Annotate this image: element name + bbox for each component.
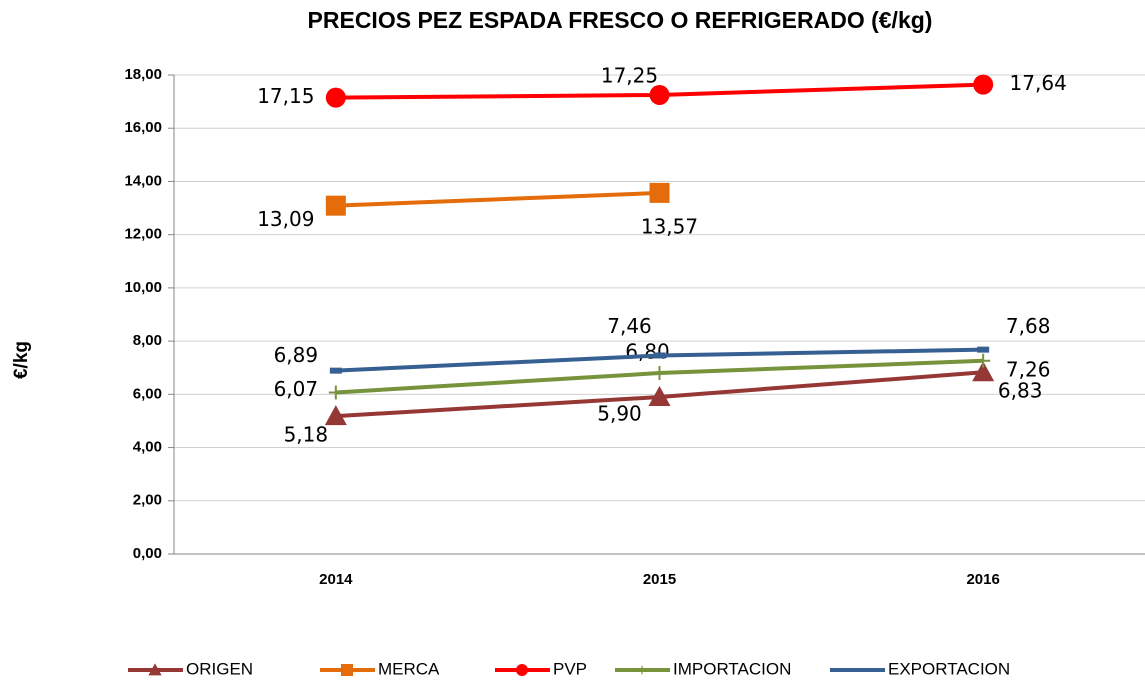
value-label: 5,18 bbox=[284, 423, 329, 447]
y-tick-label: 10,00 bbox=[124, 279, 162, 296]
y-tick-label: 16,00 bbox=[124, 119, 162, 136]
legend-label: PVP bbox=[553, 659, 587, 678]
series: 5,18 5,90 6,83 bbox=[284, 361, 1043, 447]
marker bbox=[516, 664, 528, 676]
legend-item: PVP bbox=[495, 659, 587, 678]
chart-title: PRECIOS PEZ ESPADA FRESCO O REFRIGERADO … bbox=[308, 7, 933, 33]
x-tick-label: 2014 bbox=[319, 571, 353, 588]
legend-label: MERCA bbox=[378, 659, 440, 678]
value-label: 17,64 bbox=[1010, 71, 1067, 95]
marker bbox=[972, 361, 995, 382]
value-label: 6,83 bbox=[998, 379, 1043, 403]
x-tick-label: 2015 bbox=[643, 571, 676, 588]
y-tick-label: 18,00 bbox=[124, 66, 162, 83]
marker bbox=[325, 195, 346, 216]
value-label: 17,25 bbox=[601, 63, 658, 87]
legend-item: ORIGEN bbox=[128, 659, 253, 678]
marker bbox=[649, 182, 670, 203]
marker bbox=[325, 87, 346, 108]
series: 6,07 6,80 7,26 bbox=[274, 340, 1051, 401]
value-label: 7,26 bbox=[1006, 357, 1051, 381]
legend-item: MERCA bbox=[320, 659, 440, 678]
legend-label: EXPORTACION bbox=[888, 659, 1010, 678]
series: 17,15 17,25 17,64 bbox=[257, 63, 1067, 108]
marker bbox=[324, 405, 347, 426]
y-tick-label: 6,00 bbox=[133, 385, 162, 402]
value-label: 13,09 bbox=[257, 207, 314, 231]
series: 13,09 13,57 bbox=[257, 182, 698, 238]
y-tick-label: 4,00 bbox=[133, 439, 162, 456]
value-label: 6,80 bbox=[625, 340, 670, 364]
value-label: 17,15 bbox=[257, 84, 314, 108]
value-label: 7,68 bbox=[1006, 314, 1051, 338]
y-tick-label: 12,00 bbox=[124, 226, 162, 243]
value-label: 13,57 bbox=[641, 214, 698, 238]
marker bbox=[637, 665, 647, 675]
y-tick-label: 2,00 bbox=[133, 492, 162, 509]
series: 6,89 7,46 7,68 bbox=[274, 314, 1051, 374]
legend-item: IMPORTACION bbox=[615, 659, 791, 678]
legend-label: IMPORTACION bbox=[673, 659, 791, 678]
x-tick-label: 2016 bbox=[966, 571, 999, 588]
value-label: 5,90 bbox=[597, 401, 642, 425]
legend-item: EXPORTACION bbox=[830, 659, 1010, 678]
marker bbox=[328, 385, 343, 400]
marker bbox=[973, 74, 994, 95]
value-label: 7,46 bbox=[607, 314, 652, 338]
y-tick-label: 8,00 bbox=[133, 332, 162, 349]
line bbox=[335, 190, 660, 208]
marker bbox=[148, 663, 162, 676]
marker bbox=[976, 353, 991, 368]
value-label: 6,07 bbox=[274, 377, 319, 401]
legend-label: ORIGEN bbox=[186, 659, 253, 678]
marker bbox=[341, 664, 353, 676]
value-label: 6,89 bbox=[274, 343, 319, 367]
y-tick-label: 14,00 bbox=[124, 172, 162, 189]
marker bbox=[648, 385, 671, 406]
marker bbox=[652, 366, 667, 381]
y-tick-label: 0,00 bbox=[133, 545, 162, 562]
marker bbox=[649, 84, 670, 105]
y-axis-label: €/kg bbox=[11, 341, 32, 379]
